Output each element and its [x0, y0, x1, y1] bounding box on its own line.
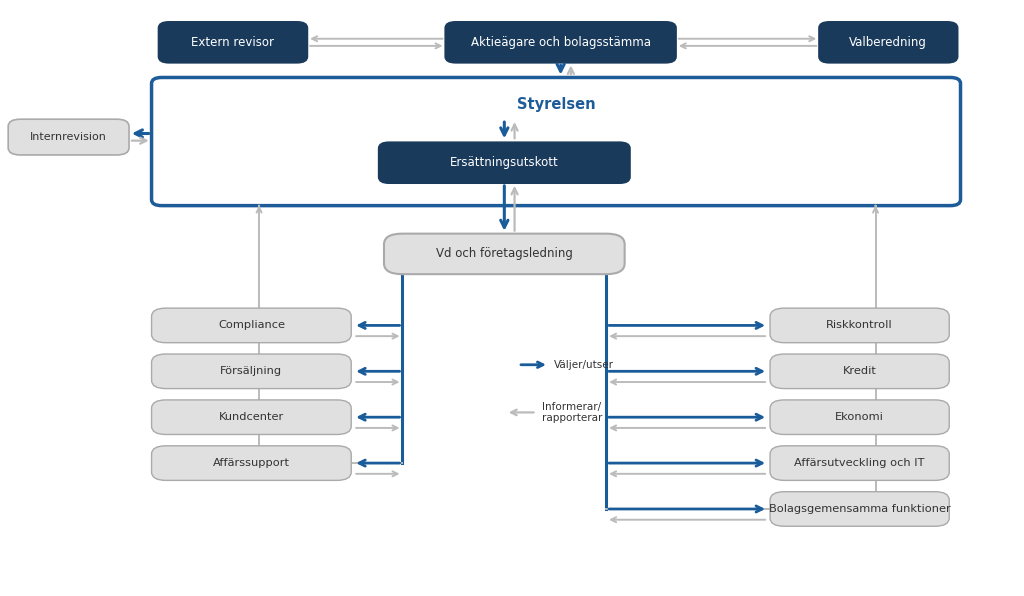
FancyBboxPatch shape — [152, 400, 351, 434]
Text: Aktieägare och bolagsstämma: Aktieägare och bolagsstämma — [471, 36, 650, 49]
Text: Kundcenter: Kundcenter — [219, 412, 284, 422]
Text: Väljer/utser: Väljer/utser — [554, 360, 614, 370]
Text: Extern revisor: Extern revisor — [191, 36, 274, 49]
Text: Ekonomi: Ekonomi — [836, 412, 884, 422]
FancyBboxPatch shape — [152, 446, 351, 480]
FancyBboxPatch shape — [445, 22, 676, 63]
FancyBboxPatch shape — [770, 400, 949, 434]
FancyBboxPatch shape — [8, 119, 129, 155]
FancyBboxPatch shape — [152, 77, 961, 206]
Text: Affärssupport: Affärssupport — [213, 458, 290, 468]
Text: Riskkontroll: Riskkontroll — [826, 321, 893, 330]
Text: Kredit: Kredit — [843, 367, 877, 376]
FancyBboxPatch shape — [379, 142, 630, 183]
Text: Compliance: Compliance — [218, 321, 285, 330]
Text: Internrevision: Internrevision — [30, 132, 108, 142]
FancyBboxPatch shape — [819, 22, 957, 63]
Text: Styrelsen: Styrelsen — [517, 97, 595, 112]
FancyBboxPatch shape — [152, 354, 351, 389]
FancyBboxPatch shape — [770, 492, 949, 526]
Text: Valberedning: Valberedning — [849, 36, 928, 49]
Text: Bolagsgemensamma funktioner: Bolagsgemensamma funktioner — [769, 504, 950, 514]
Text: Vd och företagsledning: Vd och företagsledning — [436, 247, 572, 260]
Text: Affärsutveckling och IT: Affärsutveckling och IT — [795, 458, 925, 468]
Text: Försäljning: Försäljning — [220, 367, 283, 376]
FancyBboxPatch shape — [770, 308, 949, 343]
FancyBboxPatch shape — [770, 446, 949, 480]
FancyBboxPatch shape — [384, 234, 625, 274]
FancyBboxPatch shape — [152, 308, 351, 343]
FancyBboxPatch shape — [159, 22, 307, 63]
Text: Ersättningsutskott: Ersättningsutskott — [450, 156, 559, 169]
FancyBboxPatch shape — [770, 354, 949, 389]
Text: Informerar/
rapporterar: Informerar/ rapporterar — [542, 402, 602, 423]
